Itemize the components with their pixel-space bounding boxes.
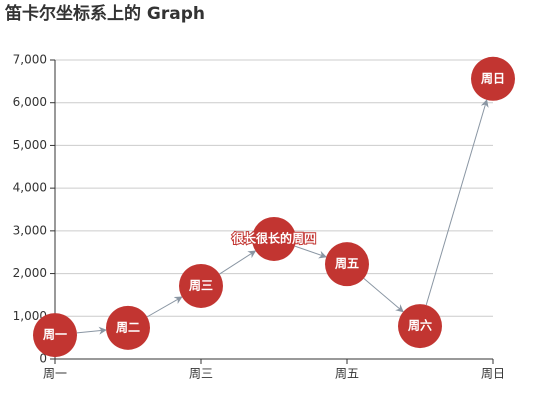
y-tick-label: 2,000	[13, 266, 47, 280]
node-label: 周二	[116, 320, 140, 334]
node	[471, 56, 515, 101]
link	[146, 296, 183, 318]
link	[76, 326, 107, 335]
link	[294, 245, 327, 259]
x-tick-label: 周三	[189, 367, 213, 381]
node-label: 周三	[189, 278, 213, 292]
node-label: 很长很长的周四	[231, 230, 316, 245]
node	[33, 313, 77, 358]
y-tick-label: 7,000	[13, 53, 47, 67]
y-tick-label: 0	[39, 352, 47, 366]
y-tick-label: 6,000	[13, 95, 47, 109]
x-tick-label: 周一	[43, 367, 67, 381]
chart-title: 笛卡尔坐标系上的 Graph	[4, 3, 205, 24]
x-tick-label: 周五	[335, 367, 359, 381]
y-tick-label: 4,000	[13, 181, 47, 195]
node	[106, 305, 150, 350]
node	[252, 216, 296, 261]
node	[179, 263, 223, 308]
node	[325, 242, 369, 287]
node-label: 周日	[481, 71, 505, 85]
y-tick-label: 5,000	[13, 138, 47, 152]
link	[363, 278, 404, 313]
y-tick-label: 1,000	[13, 309, 47, 323]
link	[425, 99, 489, 306]
node-label: 周六	[408, 318, 432, 333]
y-tick-label: 3,000	[13, 223, 47, 237]
x-tick-label: 周日	[481, 367, 505, 381]
link	[219, 250, 257, 275]
node-label: 周一	[43, 328, 67, 342]
node	[398, 304, 442, 349]
node-label: 周五	[335, 257, 359, 271]
